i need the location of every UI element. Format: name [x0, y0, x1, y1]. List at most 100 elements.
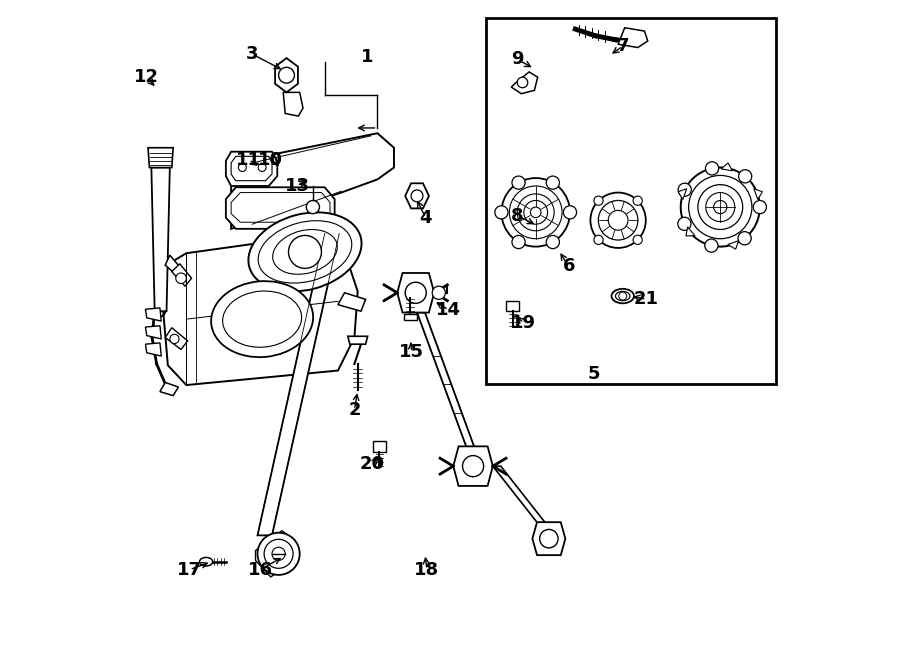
Polygon shape	[338, 293, 365, 311]
Circle shape	[238, 164, 247, 171]
Text: 12: 12	[134, 68, 159, 86]
Polygon shape	[163, 232, 357, 385]
Text: 10: 10	[258, 150, 284, 169]
Text: 18: 18	[414, 561, 439, 579]
Text: 8: 8	[511, 207, 524, 224]
Circle shape	[608, 211, 628, 230]
Text: 13: 13	[284, 177, 310, 195]
Polygon shape	[166, 255, 181, 275]
Polygon shape	[721, 163, 733, 171]
Text: 15: 15	[400, 343, 424, 361]
Circle shape	[170, 334, 179, 344]
Text: 14: 14	[436, 301, 461, 319]
Polygon shape	[257, 234, 339, 536]
Ellipse shape	[248, 213, 362, 291]
Circle shape	[411, 190, 423, 202]
Circle shape	[546, 176, 560, 189]
Circle shape	[633, 196, 643, 205]
Polygon shape	[256, 531, 295, 577]
Polygon shape	[226, 152, 277, 186]
Text: 1: 1	[361, 48, 374, 66]
Polygon shape	[160, 383, 178, 396]
Text: 4: 4	[419, 209, 432, 226]
Circle shape	[563, 206, 577, 219]
Circle shape	[306, 201, 319, 214]
Polygon shape	[404, 314, 417, 320]
Polygon shape	[533, 522, 565, 555]
Circle shape	[463, 455, 483, 477]
Text: 9: 9	[511, 50, 524, 68]
Circle shape	[619, 292, 626, 300]
Circle shape	[272, 547, 285, 561]
Circle shape	[753, 201, 767, 214]
Polygon shape	[373, 441, 386, 451]
Polygon shape	[146, 343, 161, 356]
Circle shape	[258, 164, 266, 171]
Polygon shape	[146, 308, 161, 321]
Text: 16: 16	[248, 561, 273, 579]
Circle shape	[594, 196, 603, 205]
Circle shape	[680, 167, 760, 247]
Polygon shape	[151, 167, 170, 311]
Text: 20: 20	[360, 455, 384, 473]
Circle shape	[512, 176, 526, 189]
Circle shape	[495, 206, 508, 219]
Polygon shape	[146, 326, 161, 339]
Circle shape	[432, 286, 446, 299]
Bar	[486, 18, 777, 384]
Polygon shape	[226, 187, 335, 229]
Polygon shape	[166, 328, 187, 350]
Ellipse shape	[200, 557, 212, 566]
Polygon shape	[405, 183, 429, 209]
Circle shape	[633, 235, 643, 244]
Circle shape	[289, 236, 321, 268]
Polygon shape	[493, 466, 554, 534]
Circle shape	[501, 178, 570, 247]
Circle shape	[405, 282, 427, 303]
Circle shape	[176, 273, 186, 283]
Ellipse shape	[611, 289, 634, 303]
Text: 19: 19	[511, 314, 536, 332]
Circle shape	[512, 236, 526, 249]
Polygon shape	[417, 312, 478, 456]
Text: 3: 3	[246, 45, 258, 63]
Circle shape	[590, 193, 646, 248]
Circle shape	[739, 169, 752, 183]
Polygon shape	[754, 189, 762, 199]
Circle shape	[706, 162, 718, 175]
Polygon shape	[511, 72, 537, 94]
Polygon shape	[686, 227, 695, 236]
Circle shape	[540, 530, 558, 548]
Circle shape	[678, 217, 691, 230]
Text: 2: 2	[348, 401, 361, 419]
Polygon shape	[506, 301, 519, 311]
Circle shape	[705, 239, 718, 252]
Polygon shape	[454, 446, 493, 486]
Circle shape	[530, 207, 541, 218]
Circle shape	[594, 235, 603, 244]
Circle shape	[546, 236, 560, 249]
Text: 21: 21	[634, 291, 659, 308]
Ellipse shape	[212, 281, 313, 357]
Text: 11: 11	[237, 150, 261, 169]
Text: 6: 6	[562, 258, 575, 275]
Text: 5: 5	[588, 365, 600, 383]
Polygon shape	[618, 28, 648, 48]
Polygon shape	[231, 133, 394, 229]
Polygon shape	[148, 148, 173, 167]
Circle shape	[714, 201, 727, 214]
Circle shape	[738, 232, 752, 245]
Polygon shape	[397, 273, 434, 312]
Polygon shape	[172, 263, 192, 286]
Circle shape	[257, 533, 300, 575]
Polygon shape	[275, 58, 298, 93]
Polygon shape	[679, 189, 687, 199]
Circle shape	[678, 183, 691, 197]
Circle shape	[279, 68, 294, 83]
Text: 7: 7	[616, 37, 629, 55]
Polygon shape	[284, 93, 303, 116]
Polygon shape	[728, 241, 739, 249]
Circle shape	[518, 77, 527, 88]
Polygon shape	[347, 336, 367, 344]
Text: 17: 17	[177, 561, 202, 579]
